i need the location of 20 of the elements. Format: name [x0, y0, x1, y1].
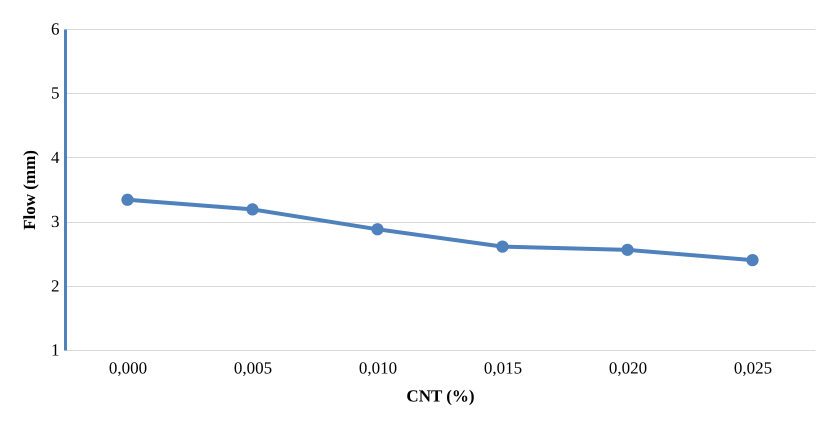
x-tick-label: 0,000 — [108, 358, 148, 378]
x-tick-label: 0,015 — [484, 358, 522, 378]
y-tick-label: 6 — [51, 20, 60, 38]
y-tick-label: 4 — [51, 148, 60, 167]
x-tick-label: 0,005 — [234, 358, 272, 378]
y-tick-label: 3 — [51, 212, 60, 232]
point — [621, 244, 634, 256]
point — [496, 240, 509, 253]
x-tick-label: 0,010 — [358, 358, 398, 378]
y-tick-label: 2 — [51, 276, 60, 296]
point — [246, 203, 259, 216]
y-tick-label: 5 — [51, 84, 60, 103]
point — [121, 194, 134, 206]
y-tick-label: 1 — [51, 340, 60, 360]
point — [746, 254, 759, 266]
x-tick-label: 0,020 — [608, 358, 648, 378]
x-tick-label: 0,025 — [734, 358, 772, 378]
x-axis-title: CNT (%) — [406, 386, 475, 406]
y-axis-title: Flow (mm) — [20, 150, 39, 230]
point — [371, 223, 384, 236]
